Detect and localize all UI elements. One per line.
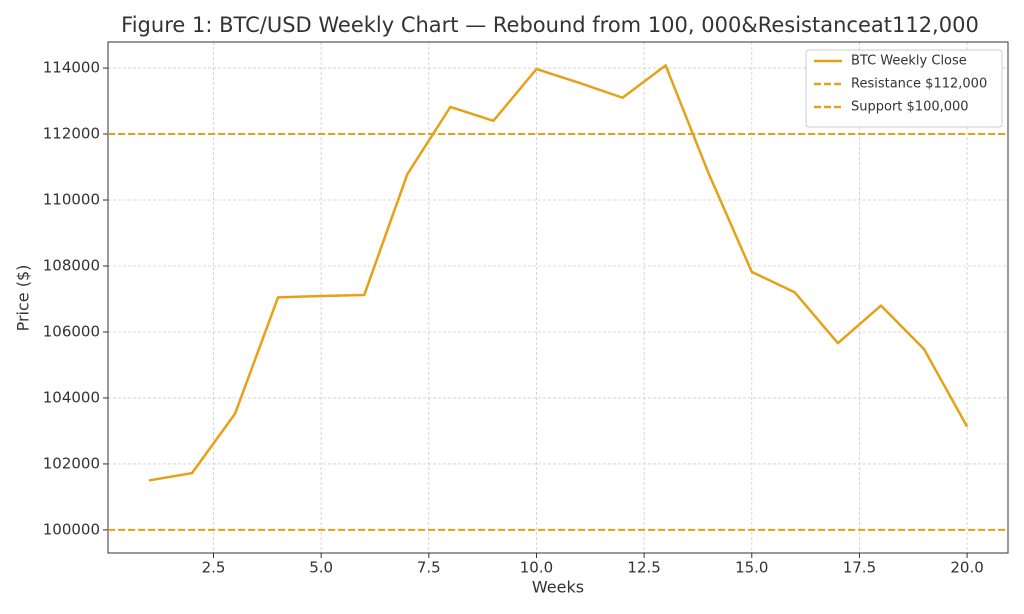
y-tick-label: 108000 (43, 256, 100, 274)
x-axis-label: Weeks (532, 578, 584, 597)
x-tick-label: 12.5 (627, 559, 660, 577)
y-tick-label: 104000 (43, 388, 100, 406)
y-tick-label: 114000 (43, 59, 100, 77)
x-tick-label: 2.5 (202, 559, 226, 577)
legend-label: Resistance $112,000 (851, 77, 987, 92)
data-line (148, 64, 969, 482)
legend-label: Support $100,000 (851, 100, 969, 115)
y-tick-label: 106000 (43, 322, 100, 340)
x-tick-label: 15.0 (735, 559, 768, 577)
y-tick-label: 102000 (43, 454, 100, 472)
chart-title: Figure 1: BTC/USD Weekly Chart — Rebound… (121, 13, 979, 37)
x-tick-label: 7.5 (417, 559, 441, 577)
legend-box (805, 49, 1003, 128)
x-tick-label: 10.0 (520, 559, 553, 577)
y-tick-label: 112000 (43, 125, 100, 143)
legend-label: BTC Weekly Close (851, 54, 967, 69)
x-tick-label: 17.5 (843, 559, 876, 577)
y-axis-label: Price ($) (14, 265, 33, 332)
y-tick-label: 100000 (43, 520, 100, 538)
plot-frame (107, 41, 1009, 554)
y-tick-label: 110000 (43, 191, 100, 209)
x-tick-label: 5.0 (309, 559, 333, 577)
x-tick-label: 20.0 (950, 559, 983, 577)
